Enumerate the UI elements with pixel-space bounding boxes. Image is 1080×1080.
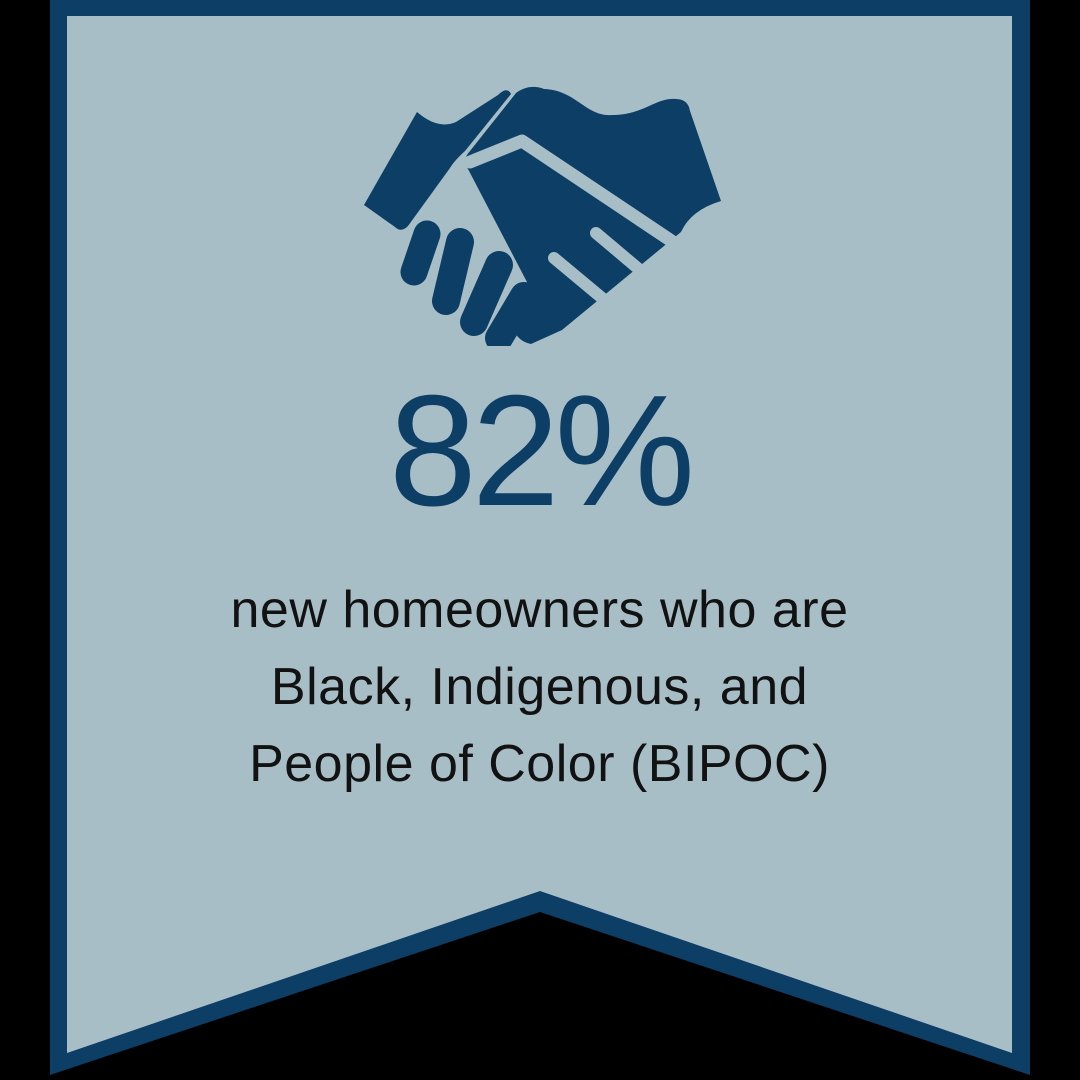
handshake-icon [363,86,721,346]
handshake-knuckle-2 [431,228,474,315]
banner-content: 82% new homeowners who are Black, Indige… [67,16,1012,803]
handshake-finger-gap-1 [589,227,653,282]
banner-inner-fill [67,16,1012,1053]
handshake-knuckle-3 [459,251,513,336]
handshake-left-arm [363,90,511,230]
stat-value: 82% [388,363,695,539]
stat-description-line: new homeowners who are [230,581,849,639]
handshake-knuckle-1 [400,220,440,286]
handshake-gap-line [463,134,694,259]
stat-description: new homeowners who are Black, Indigenous… [231,572,849,803]
handshake-finger-gap-2 [547,252,614,309]
handshake-knuckle-4 [484,282,538,346]
stat-description-line: Black, Indigenous, and [270,658,809,716]
stat-description-line: People of Color (BIPOC) [249,735,830,793]
